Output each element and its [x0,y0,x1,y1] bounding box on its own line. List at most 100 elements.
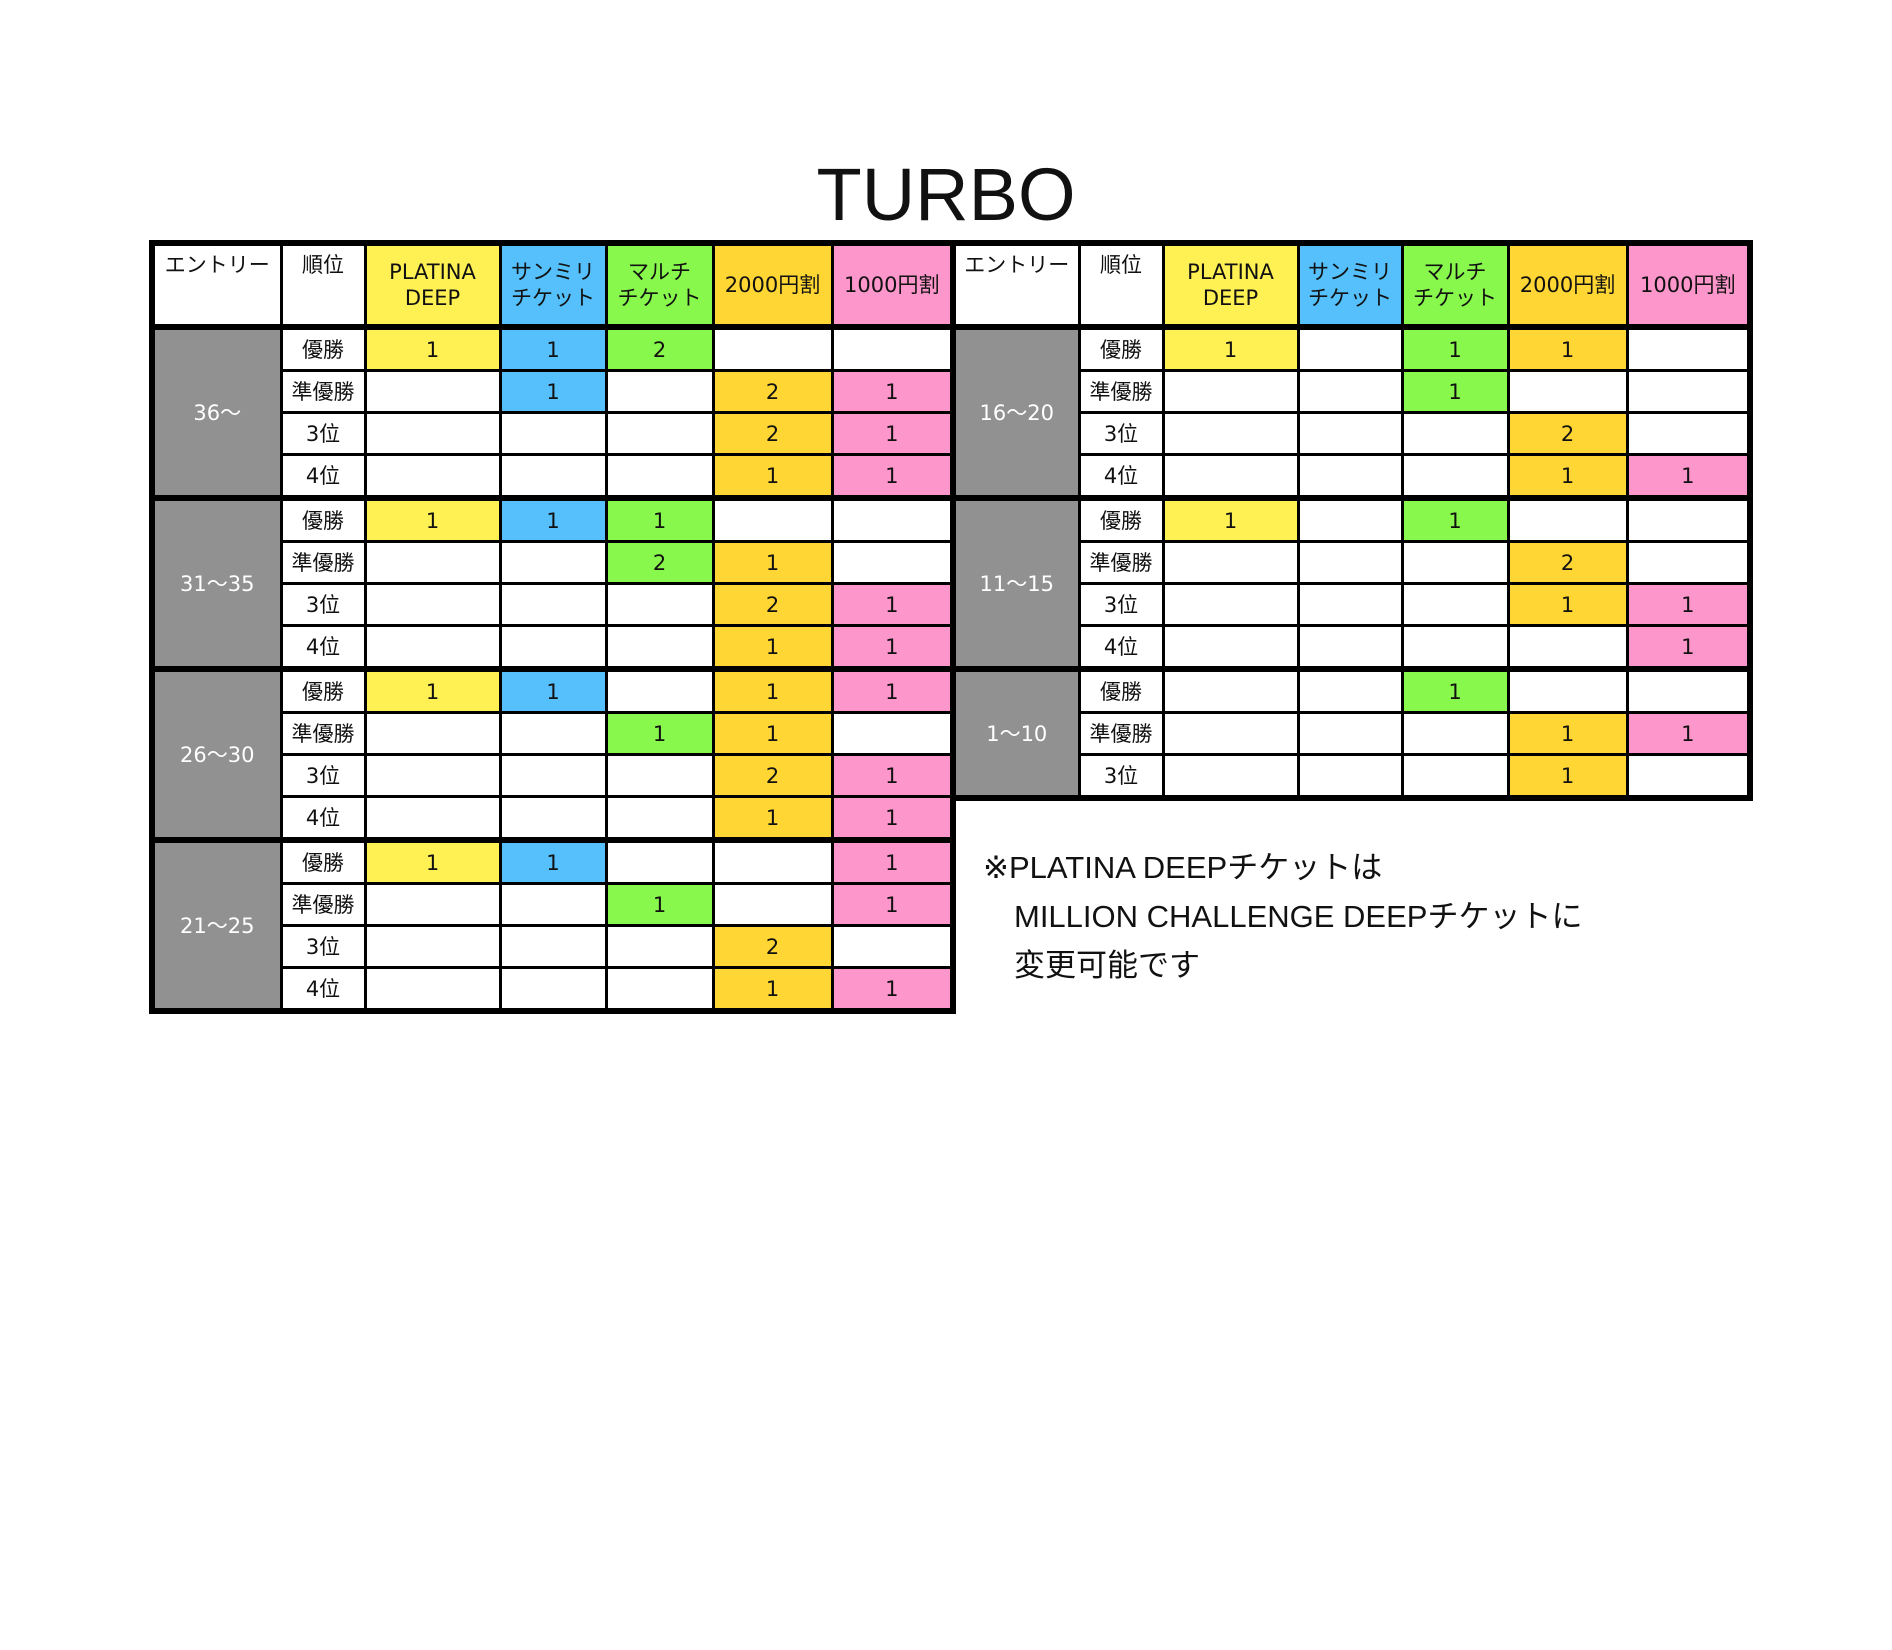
rank-cell: 優勝 [279,666,367,714]
value-cell-off1000: 1 [830,624,955,671]
table-row: 3位 2 1 [152,753,955,798]
value-cell-off1000: 1 [1625,453,1752,500]
value-cell-platina [1161,369,1300,414]
rank-cell: 準優勝 [279,369,367,414]
value-cell-off1000: 1 [830,582,955,627]
value-cell-off2000 [1506,624,1629,671]
entry-range-cell: 11〜15 [951,495,1081,671]
value-cell-multi: 1 [1400,495,1510,543]
table-row: 3位 2 [953,411,1752,456]
rank-cell: 3位 [279,411,367,456]
header-label: 1000円割 [1640,273,1736,297]
header-label: 2000円割 [724,273,821,297]
value-cell-platina [363,540,502,585]
value-cell-multi [1400,540,1510,585]
value-cell-off1000 [1625,411,1752,456]
value-cell-off2000: 1 [1506,453,1629,500]
header-sanmiri: サンミリ チケット [498,241,608,330]
value-cell-sanmiri [498,753,608,798]
entry-range-cell: 1〜10 [951,666,1081,800]
header-label: チケット [1308,286,1392,310]
value-cell-multi: 2 [604,324,715,372]
value-cell-platina [363,753,502,798]
rank-cell: 3位 [1077,753,1165,800]
table-row: 26〜30 優勝 1 1 1 1 [150,666,955,842]
value-cell-off1000 [830,924,955,969]
table-row: 準優勝 2 [953,540,1752,585]
value-cell-platina [363,882,502,927]
entry-range-cell: 16〜20 [951,324,1081,500]
value-cell-off2000: 1 [711,795,834,842]
value-cell-multi [1400,711,1510,756]
table-row: 3位 2 1 [152,582,955,627]
value-cell-off1000 [1625,369,1752,414]
value-cell-off2000: 2 [1506,540,1629,585]
header-label: PLATINA [1187,260,1274,284]
value-cell-multi [604,666,715,714]
value-cell-off1000: 1 [830,369,955,414]
header-label: DEEP [404,286,461,310]
entry-range-cell: 21〜25 [150,837,283,1013]
value-cell-sanmiri [498,540,608,585]
note-line-3: 変更可能です [1014,948,1200,983]
value-cell-sanmiri [498,966,608,1013]
value-cell-sanmiri [498,453,608,500]
value-cell-off1000: 1 [830,837,955,885]
header-off2000: 2000円割 [1506,241,1629,330]
value-cell-off2000: 1 [711,453,834,500]
value-cell-off2000: 1 [1506,711,1629,756]
table-row: 11〜15 優勝 1 1 [951,495,1752,671]
value-cell-sanmiri: 1 [498,324,608,372]
table-row: 3位 2 [152,924,955,969]
value-cell-off1000 [830,711,955,756]
value-cell-sanmiri: 1 [498,666,608,714]
rank-cell: 4位 [279,453,367,500]
header-label: サンミリ [511,260,595,284]
note-line-1: ※PLATINA DEEPチケットは [983,850,1383,885]
header-label: 2000円割 [1519,273,1616,297]
table-row: 準優勝 1 [953,369,1752,414]
value-cell-off2000 [1506,666,1629,714]
value-cell-off2000 [711,324,834,372]
value-cell-platina [363,624,502,671]
value-cell-multi [604,453,715,500]
value-cell-sanmiri [1296,582,1404,627]
value-cell-off2000: 1 [711,966,834,1013]
value-cell-multi [1400,582,1510,627]
value-cell-off1000 [830,324,955,372]
value-cell-platina: 1 [363,324,502,372]
value-cell-platina [1161,411,1300,456]
value-cell-multi: 1 [1400,324,1510,372]
rank-cell: 優勝 [279,837,367,885]
header-row: エントリー 順位 PLATINA DEEP サンミリ チケット マルチ チケット 2000円割 1… [951,241,1752,330]
value-cell-off1000 [830,540,955,585]
rank-cell: 3位 [279,753,367,798]
value-cell-off1000 [1625,666,1752,714]
table-row: 36〜 優勝 1 1 2 [150,324,955,500]
value-cell-off1000 [1625,495,1752,543]
rank-cell: 3位 [1077,411,1165,456]
value-cell-off1000: 1 [830,453,955,500]
value-cell-off2000 [711,495,834,543]
value-cell-multi [1400,453,1510,500]
header-multi: マルチ チケット [604,241,715,330]
header-entry: エントリー [951,241,1081,330]
prize-table-right: エントリー 順位 PLATINA DEEP サンミリ チケット マルチ チケット 2000円割 1… [950,240,1753,801]
value-cell-off1000 [1625,753,1752,800]
table-row: 準優勝 1 1 [152,882,955,927]
table-row: 準優勝 1 2 1 [152,369,955,414]
value-cell-multi [604,837,715,885]
value-cell-off2000 [711,837,834,885]
header-platina: PLATINA DEEP [363,241,502,330]
table-row: 準優勝 2 1 [152,540,955,585]
value-cell-sanmiri: 1 [498,495,608,543]
value-cell-multi [604,624,715,671]
header-label: PLATINA [389,260,476,284]
value-cell-platina: 1 [363,837,502,885]
value-cell-multi [604,795,715,842]
value-cell-multi [604,411,715,456]
header-sanmiri: サンミリ チケット [1296,241,1404,330]
value-cell-sanmiri [498,711,608,756]
value-cell-multi [604,966,715,1013]
table-row: 4位 1 1 [953,453,1752,500]
